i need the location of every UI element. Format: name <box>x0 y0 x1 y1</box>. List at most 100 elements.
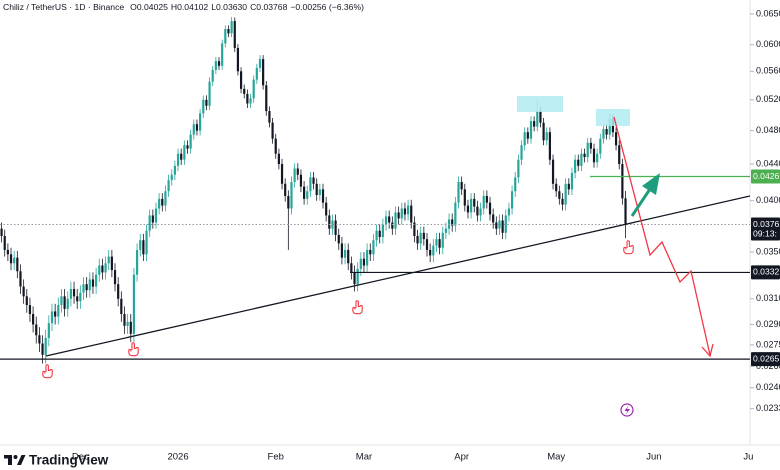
candle-body <box>19 271 22 287</box>
candle-body <box>85 284 88 291</box>
x-tick-label: Apr <box>454 452 469 463</box>
candle-body <box>287 195 290 209</box>
price-label: 0.0265 <box>753 353 780 363</box>
candle-body <box>406 205 410 215</box>
candle-body <box>425 239 429 250</box>
candle-body <box>403 208 407 215</box>
price-label-box <box>751 265 780 280</box>
candle-body <box>337 234 340 244</box>
candle-body <box>280 164 284 184</box>
candle-body <box>325 202 328 216</box>
candle-body <box>570 172 574 190</box>
x-tick-label: Jun <box>646 452 661 463</box>
logo-icon <box>13 455 18 459</box>
candle-body <box>110 256 113 271</box>
candle-body <box>312 177 315 184</box>
candle-body <box>577 159 580 166</box>
candle-body <box>533 121 536 127</box>
candle-body <box>69 289 73 299</box>
candle-body <box>334 220 337 235</box>
candle-body <box>129 321 132 334</box>
candle-body <box>460 181 463 190</box>
candle-body <box>265 85 268 112</box>
candle-body <box>236 47 240 72</box>
candle-body <box>331 220 334 229</box>
candle-body <box>107 256 110 264</box>
candle-body <box>38 335 41 344</box>
candle-body <box>22 286 25 297</box>
change: −0.00256 (−6.36%) <box>290 2 364 12</box>
candle-body <box>139 240 142 250</box>
candle-body <box>397 212 400 219</box>
x-tick-label: May <box>547 452 565 463</box>
candle-body <box>539 111 542 123</box>
candle-body <box>375 230 378 241</box>
countdown: 09:13: <box>753 228 777 238</box>
x-tick-label: Dec <box>72 452 89 463</box>
candle-body <box>211 69 214 82</box>
price-label: 0.0426 <box>753 171 780 181</box>
candle-body <box>57 305 60 317</box>
candle-body <box>567 183 570 190</box>
candle-body <box>457 181 460 203</box>
candle-body <box>551 159 555 184</box>
ohlc-value: 0.03768 <box>256 2 287 12</box>
candle-body <box>161 198 164 206</box>
candle-body <box>318 189 321 196</box>
candle-body <box>545 132 548 141</box>
candle-body <box>495 222 498 229</box>
candle-body <box>353 272 356 285</box>
candle-body <box>47 323 50 338</box>
candle-body <box>132 274 136 334</box>
candle-body <box>63 296 66 309</box>
resistance-zone <box>517 96 563 112</box>
candle-body <box>394 212 397 229</box>
candle-body <box>208 81 211 106</box>
candle-body <box>586 142 589 158</box>
candle-body <box>605 128 608 135</box>
resistance-zone <box>596 109 630 126</box>
candle-body <box>113 270 117 285</box>
logo-text: TradingView <box>29 453 109 468</box>
candle-body <box>0 228 3 236</box>
candle-body <box>410 205 413 223</box>
logo-icon <box>8 455 12 465</box>
candle-body <box>195 124 199 131</box>
candle-body <box>167 180 170 192</box>
candle-body <box>470 198 473 213</box>
candle-body <box>205 99 208 106</box>
candle-body <box>340 243 344 258</box>
candle-body <box>529 121 533 139</box>
candle-body <box>123 313 126 326</box>
ohlc-value: 0.04102 <box>177 2 208 12</box>
candle-body <box>391 222 394 229</box>
candle-body <box>435 239 438 246</box>
candle-body <box>76 296 79 302</box>
candle-body <box>558 191 561 199</box>
ohlc-key: H <box>171 2 177 12</box>
candle-body <box>510 191 514 209</box>
candle-body <box>438 239 441 248</box>
candle-body <box>227 29 230 34</box>
candle-body <box>271 122 274 139</box>
price-label: 0.0332 <box>753 267 780 277</box>
candle-body <box>507 208 511 216</box>
candle-body <box>488 202 492 215</box>
candle-body <box>252 79 255 99</box>
candle-body <box>290 181 293 209</box>
ohlc-value: 0.04025 <box>137 2 168 12</box>
candle-body <box>293 168 296 182</box>
y-tick-label: 0.0233 <box>756 403 780 413</box>
x-tick-label: Ju <box>743 452 753 463</box>
candle-body <box>372 240 375 255</box>
candle-body <box>608 118 611 135</box>
candle-body <box>186 145 189 149</box>
candle-body <box>199 113 202 131</box>
candle-body <box>618 145 621 165</box>
candle-body <box>321 189 325 203</box>
